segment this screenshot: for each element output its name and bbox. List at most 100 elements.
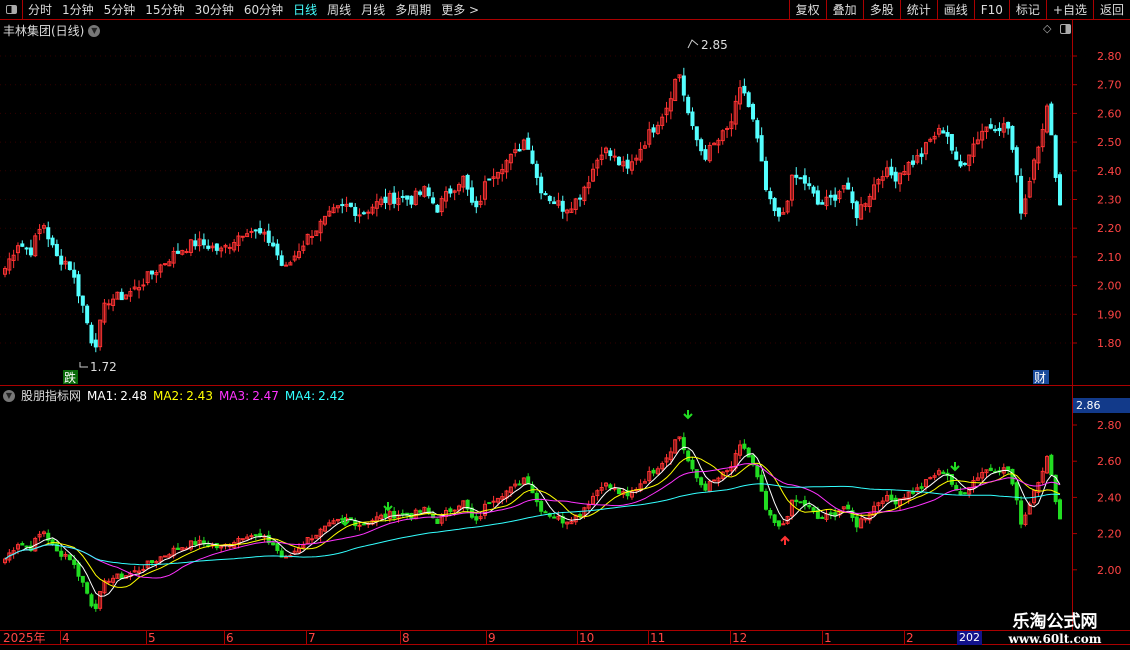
sidebar-toggle-button[interactable]	[0, 0, 23, 20]
lower-candle-body	[746, 447, 751, 458]
main-candle-body	[335, 205, 340, 209]
main-candle-body	[578, 197, 583, 200]
toolbar-button-8[interactable]: 返回	[1092, 0, 1130, 20]
main-candle-body	[1014, 147, 1019, 176]
main-candle-body	[227, 246, 232, 249]
main-candle-body	[59, 255, 64, 265]
main-candle-body	[175, 250, 180, 254]
main-candle-body	[418, 191, 423, 195]
main-candle-body	[374, 201, 379, 209]
main-candle-body	[137, 287, 142, 291]
main-candle-body	[314, 230, 319, 237]
toolbar-button-2[interactable]: 多股	[862, 0, 900, 20]
lower-candle-body	[928, 477, 933, 480]
lower-candle-body	[162, 555, 167, 558]
period-tab-5[interactable]: 60分钟	[243, 3, 284, 17]
lower-candle-body	[41, 531, 46, 535]
main-candle-body	[746, 92, 751, 108]
pane-divider[interactable]	[0, 385, 1130, 386]
toolbar-button-0[interactable]: 复权	[788, 0, 826, 20]
ma-label: MA3:	[218, 388, 250, 403]
toolbar-button-7[interactable]: +自选	[1045, 0, 1093, 20]
chevron-down-icon[interactable]: ▼	[88, 24, 101, 37]
period-tab-7[interactable]: 周线	[327, 3, 352, 17]
lower-candle-body	[331, 520, 336, 525]
main-candle-body	[431, 197, 436, 204]
period-tab-9[interactable]: 多周期	[395, 3, 432, 17]
toolbar-button-6[interactable]: 标记	[1008, 0, 1046, 20]
period-tab-3[interactable]: 15分钟	[145, 3, 185, 17]
period-tab-8[interactable]: 月线	[361, 3, 386, 17]
main-candle-body	[616, 156, 621, 166]
stock-title[interactable]: 丰林集团(日线) ▼	[3, 22, 101, 39]
main-candle-body	[664, 107, 669, 116]
period-tab-2[interactable]: 5分钟	[103, 3, 136, 17]
period-tab-4[interactable]: 30分钟	[194, 3, 234, 17]
lower-candle-body	[716, 477, 721, 482]
main-candle-body	[949, 134, 954, 151]
main-candle-body	[284, 264, 289, 267]
main-candle-body	[491, 176, 496, 179]
main-candle-body	[405, 195, 410, 200]
lower-candle-body	[335, 518, 340, 522]
main-candle-body	[859, 204, 864, 220]
main-candle-body	[28, 247, 33, 256]
main-candle-body	[487, 178, 492, 181]
toolbar-button-3[interactable]: 统计	[899, 0, 937, 20]
main-candle-body	[89, 324, 94, 344]
main-candle-body	[439, 198, 444, 213]
lower-candle-body	[677, 436, 682, 440]
main-candle-body	[3, 267, 7, 275]
main-candle-body	[206, 245, 211, 249]
main-candle-body	[707, 144, 712, 162]
main-candle-body	[93, 339, 98, 348]
period-tab-0[interactable]: 分时	[28, 3, 53, 17]
main-candle-body	[733, 100, 738, 125]
main-candle-body	[794, 174, 799, 178]
main-candle-body	[357, 214, 362, 217]
chevron-down-icon[interactable]: ▼	[3, 389, 15, 402]
lower-candle-body	[76, 562, 81, 577]
main-candle-body	[288, 262, 293, 266]
main-candle-body	[729, 121, 734, 130]
toolbar-button-1[interactable]: 叠加	[825, 0, 863, 20]
main-candle-body	[539, 176, 544, 194]
period-tab-1[interactable]: 1分钟	[62, 3, 94, 17]
panel-toggle-icon[interactable]	[1060, 24, 1071, 34]
main-candle-body	[993, 129, 998, 132]
lower-candle-body	[275, 543, 280, 551]
lower-candle-body	[72, 559, 77, 565]
price-tick-label: 2.40	[1097, 165, 1122, 178]
main-candle-body	[422, 186, 427, 197]
lower-candle-body	[465, 499, 470, 510]
price-tick-label: 2.00	[1097, 280, 1122, 293]
main-candle-body	[962, 162, 967, 165]
toolbar-button-4[interactable]: 画线	[936, 0, 974, 20]
period-tab-10[interactable]: 更多 >	[441, 3, 480, 17]
main-candle-body	[872, 184, 877, 200]
lower-candle-body	[889, 494, 894, 501]
lower-candle-body	[686, 450, 691, 462]
month-label: 7	[306, 631, 316, 645]
main-candle-body	[478, 200, 483, 205]
down-arrow-icon	[683, 410, 693, 420]
main-candle-body	[526, 137, 531, 150]
indicator-name[interactable]: 股朋指标网	[21, 389, 82, 403]
period-tab-6[interactable]: 日线	[293, 3, 318, 17]
indicator-tick-label: 2.00	[1097, 564, 1122, 577]
main-candle-body	[469, 187, 474, 203]
low-marker	[79, 362, 88, 368]
toolbar-button-5[interactable]: F10	[973, 0, 1009, 20]
lower-candle-body	[867, 513, 872, 521]
lower-candle-body	[318, 528, 323, 537]
lower-candle-body	[1036, 482, 1041, 493]
finance-tag: 财	[1034, 371, 1046, 385]
lower-candle-body	[962, 492, 967, 495]
lower-candle-body	[85, 582, 90, 594]
diamond-icon[interactable]: ◇	[1043, 22, 1052, 35]
main-candle-body	[690, 111, 695, 127]
main-candle-body	[612, 155, 617, 158]
main-candle-body	[755, 120, 760, 139]
main-candle-body	[72, 269, 77, 278]
